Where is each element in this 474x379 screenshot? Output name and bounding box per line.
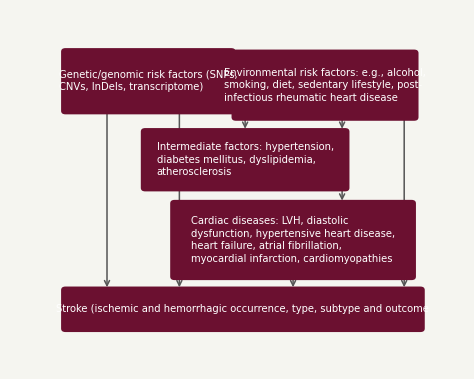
Text: Environmental risk factors: e.g., alcohol,
smoking, diet, sedentary lifestyle, p: Environmental risk factors: e.g., alcoho… <box>224 68 426 103</box>
Text: Genetic/genomic risk factors (SNPs,
CNVs, InDels, transcriptome): Genetic/genomic risk factors (SNPs, CNVs… <box>59 70 237 92</box>
Text: Cardiac diseases: LVH, diastolic
dysfunction, hypertensive heart disease,
heart : Cardiac diseases: LVH, diastolic dysfunc… <box>191 216 395 263</box>
FancyBboxPatch shape <box>61 48 236 114</box>
Text: Intermediate factors: hypertension,
diabetes mellitus, dyslipidemia,
atheroscler: Intermediate factors: hypertension, diab… <box>156 143 334 177</box>
Text: Stroke (ischemic and hemorrhagic occurrence, type, subtype and outcome: Stroke (ischemic and hemorrhagic occurre… <box>56 304 429 314</box>
FancyBboxPatch shape <box>141 128 349 191</box>
FancyBboxPatch shape <box>61 287 425 332</box>
FancyBboxPatch shape <box>231 50 419 121</box>
FancyBboxPatch shape <box>170 200 416 280</box>
